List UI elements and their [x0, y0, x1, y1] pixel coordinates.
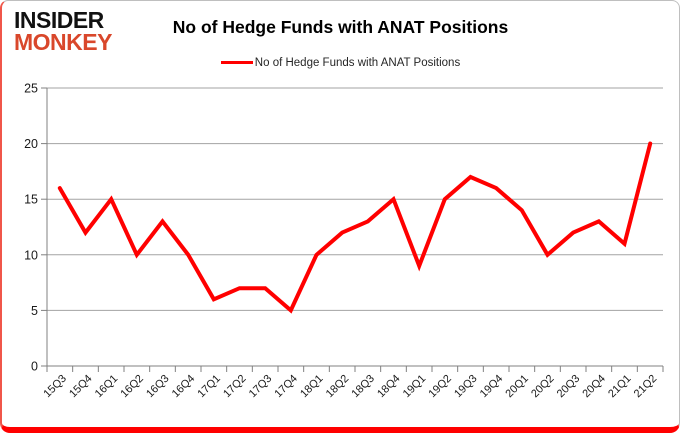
chart-title: No of Hedge Funds with ANAT Positions — [172, 17, 509, 37]
x-tick-label: 18Q4 — [375, 373, 403, 401]
y-tick-label: 20 — [24, 137, 38, 151]
insider-monkey-logo: INSIDER MONKEY — [14, 7, 112, 55]
x-tick-label: 18Q1 — [298, 373, 326, 401]
x-tick-label: 17Q3 — [247, 373, 275, 401]
x-tick-label: 17Q4 — [272, 373, 300, 401]
x-tick-label: 21Q1 — [606, 373, 634, 401]
legend-line-swatch — [220, 60, 253, 64]
x-tick-label: 16Q3 — [144, 373, 172, 401]
x-tick-label: 18Q2 — [324, 373, 352, 401]
y-tick-label: 0 — [31, 360, 38, 374]
x-tick-label: 16Q2 — [118, 373, 146, 401]
x-tick-label: 19Q1 — [401, 373, 429, 401]
x-tick-label: 15Q4 — [67, 373, 95, 401]
logo-text-monkey: MONKEY — [14, 28, 112, 55]
x-tick-label: 20Q3 — [555, 373, 583, 401]
x-tick-label: 20Q1 — [503, 373, 531, 401]
y-tick-label: 5 — [31, 304, 38, 318]
x-tick-label: 19Q2 — [426, 373, 454, 401]
x-tick-label: 21Q2 — [632, 373, 660, 401]
x-tick-label: 20Q4 — [580, 373, 608, 401]
x-tick-label: 18Q3 — [349, 373, 377, 401]
legend-label: No of Hedge Funds with ANAT Positions — [254, 57, 461, 69]
x-tick-label: 16Q1 — [93, 373, 121, 401]
y-tick-label: 10 — [24, 248, 38, 262]
data-line — [57, 141, 653, 314]
x-tick-label: 17Q2 — [221, 373, 249, 401]
x-tick-label: 17Q1 — [195, 373, 223, 401]
y-tick-label: 15 — [24, 193, 38, 207]
x-tick-label: 19Q3 — [452, 373, 480, 401]
y-tick-label: 25 — [24, 82, 38, 96]
logo-text-insider: INSIDER — [14, 7, 104, 33]
x-tick-label: 19Q4 — [478, 373, 506, 401]
x-tick-label: 15Q3 — [41, 373, 69, 401]
chart-legend: No of Hedge Funds with ANAT Positions — [2, 57, 679, 69]
x-tick-label: 20Q2 — [529, 373, 557, 401]
x-tick-label: 16Q4 — [170, 373, 198, 401]
